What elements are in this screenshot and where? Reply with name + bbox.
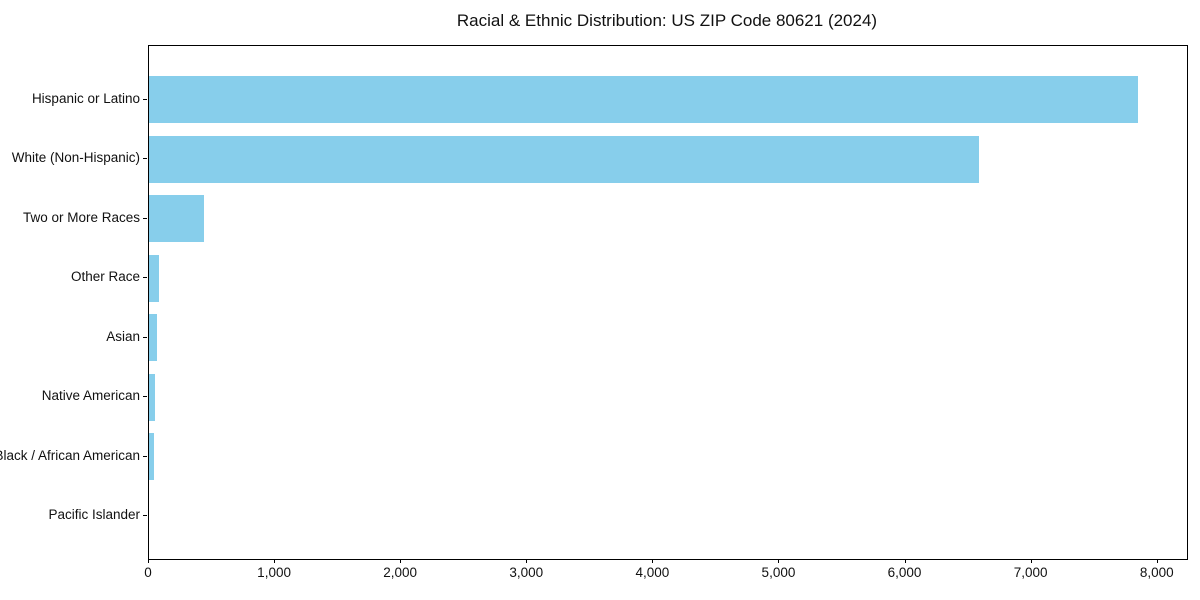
x-tick-mark xyxy=(1156,559,1158,563)
y-tick-mark xyxy=(143,277,147,278)
bar xyxy=(149,373,156,421)
y-axis-label: Hispanic or Latino xyxy=(31,90,140,106)
y-tick-mark xyxy=(143,217,147,219)
x-tick-mark xyxy=(904,559,906,563)
bar xyxy=(149,314,158,361)
x-tick-mark xyxy=(148,559,149,563)
x-tick-label: 3,000 xyxy=(509,565,544,580)
y-tick-mark xyxy=(143,158,147,159)
y-axis-label: Other Race xyxy=(70,269,140,284)
bar xyxy=(149,433,155,480)
y-axis-label: Black / African American xyxy=(0,447,140,463)
x-tick-mark xyxy=(274,559,276,563)
x-tick-label: 0 xyxy=(144,565,152,580)
x-tick-mark xyxy=(652,559,654,563)
y-tick-mark xyxy=(143,98,147,100)
x-tick-label: 7,000 xyxy=(1013,565,1048,580)
bar xyxy=(149,135,980,183)
bar xyxy=(149,195,204,242)
bar xyxy=(149,76,1138,123)
x-tick-label: 1,000 xyxy=(257,565,291,580)
x-tick-mark xyxy=(400,559,402,563)
bar xyxy=(149,254,160,302)
y-axis-label: Pacific Islander xyxy=(48,507,140,522)
x-tick-mark xyxy=(778,559,780,563)
y-axis-label: White (Non-Hispanic) xyxy=(11,150,140,165)
x-tick-label: 6,000 xyxy=(887,565,922,580)
x-tick-label: 8,000 xyxy=(1139,565,1174,580)
y-axis-label: Two or More Races xyxy=(22,209,140,225)
y-tick-mark xyxy=(143,455,147,457)
x-tick-mark xyxy=(1030,559,1032,563)
y-tick-mark xyxy=(143,336,147,338)
x-tick-label: 5,000 xyxy=(761,565,796,580)
plot-area xyxy=(148,45,1188,560)
x-tick-label: 4,000 xyxy=(635,565,670,580)
chart-title: Racial & Ethnic Distribution: US ZIP Cod… xyxy=(456,11,878,30)
x-tick-mark xyxy=(526,559,528,563)
x-tick-label: 2,000 xyxy=(383,565,418,580)
y-axis-label: Native American xyxy=(41,388,140,403)
y-axis-label: Asian xyxy=(106,328,140,344)
y-tick-mark xyxy=(143,515,147,516)
y-tick-mark xyxy=(143,396,147,397)
